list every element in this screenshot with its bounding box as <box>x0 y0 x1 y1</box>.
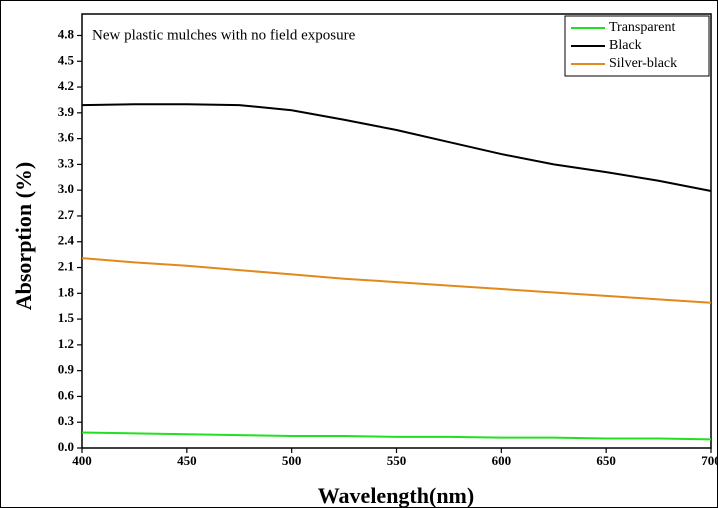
y-tick-label: 4.8 <box>58 26 75 41</box>
x-tick-label: 450 <box>177 453 197 468</box>
y-tick-label: 2.7 <box>58 207 75 222</box>
y-tick-label: 0.9 <box>58 362 75 377</box>
x-tick-label: 600 <box>492 453 512 468</box>
x-tick-label: 500 <box>282 453 302 468</box>
y-tick-label: 0.3 <box>58 413 75 428</box>
y-tick-label: 4.5 <box>58 52 75 67</box>
x-tick-label: 650 <box>596 453 616 468</box>
y-tick-label: 2.4 <box>58 233 75 248</box>
x-tick-label: 550 <box>387 453 407 468</box>
y-tick-label: 1.5 <box>58 310 75 325</box>
y-tick-label: 1.8 <box>58 284 75 299</box>
y-tick-label: 0.6 <box>58 387 75 402</box>
y-tick-label: 4.2 <box>58 78 74 93</box>
x-axis-label: Wavelength(nm) <box>318 483 474 508</box>
legend-label: Transparent <box>609 20 675 35</box>
x-tick-label: 400 <box>72 453 92 468</box>
series-line <box>81 103 712 193</box>
y-axis-label: Absorption (%) <box>11 162 36 311</box>
y-tick-label: 1.2 <box>58 336 74 351</box>
y-tick-label: 3.9 <box>58 104 75 119</box>
x-tick-label: 700 <box>701 453 718 468</box>
y-tick-label: 3.3 <box>58 155 75 170</box>
y-tick-label: 3.0 <box>58 181 74 196</box>
annotation: New plastic mulches with no field exposu… <box>92 27 356 43</box>
y-tick-label: 2.1 <box>58 259 74 274</box>
series-line <box>81 431 712 441</box>
y-tick-label: 3.6 <box>58 130 75 145</box>
legend-label: Black <box>609 38 642 53</box>
legend-label: Silver-black <box>609 56 677 71</box>
y-tick-label: 0.0 <box>58 439 74 454</box>
series-line <box>81 257 712 304</box>
